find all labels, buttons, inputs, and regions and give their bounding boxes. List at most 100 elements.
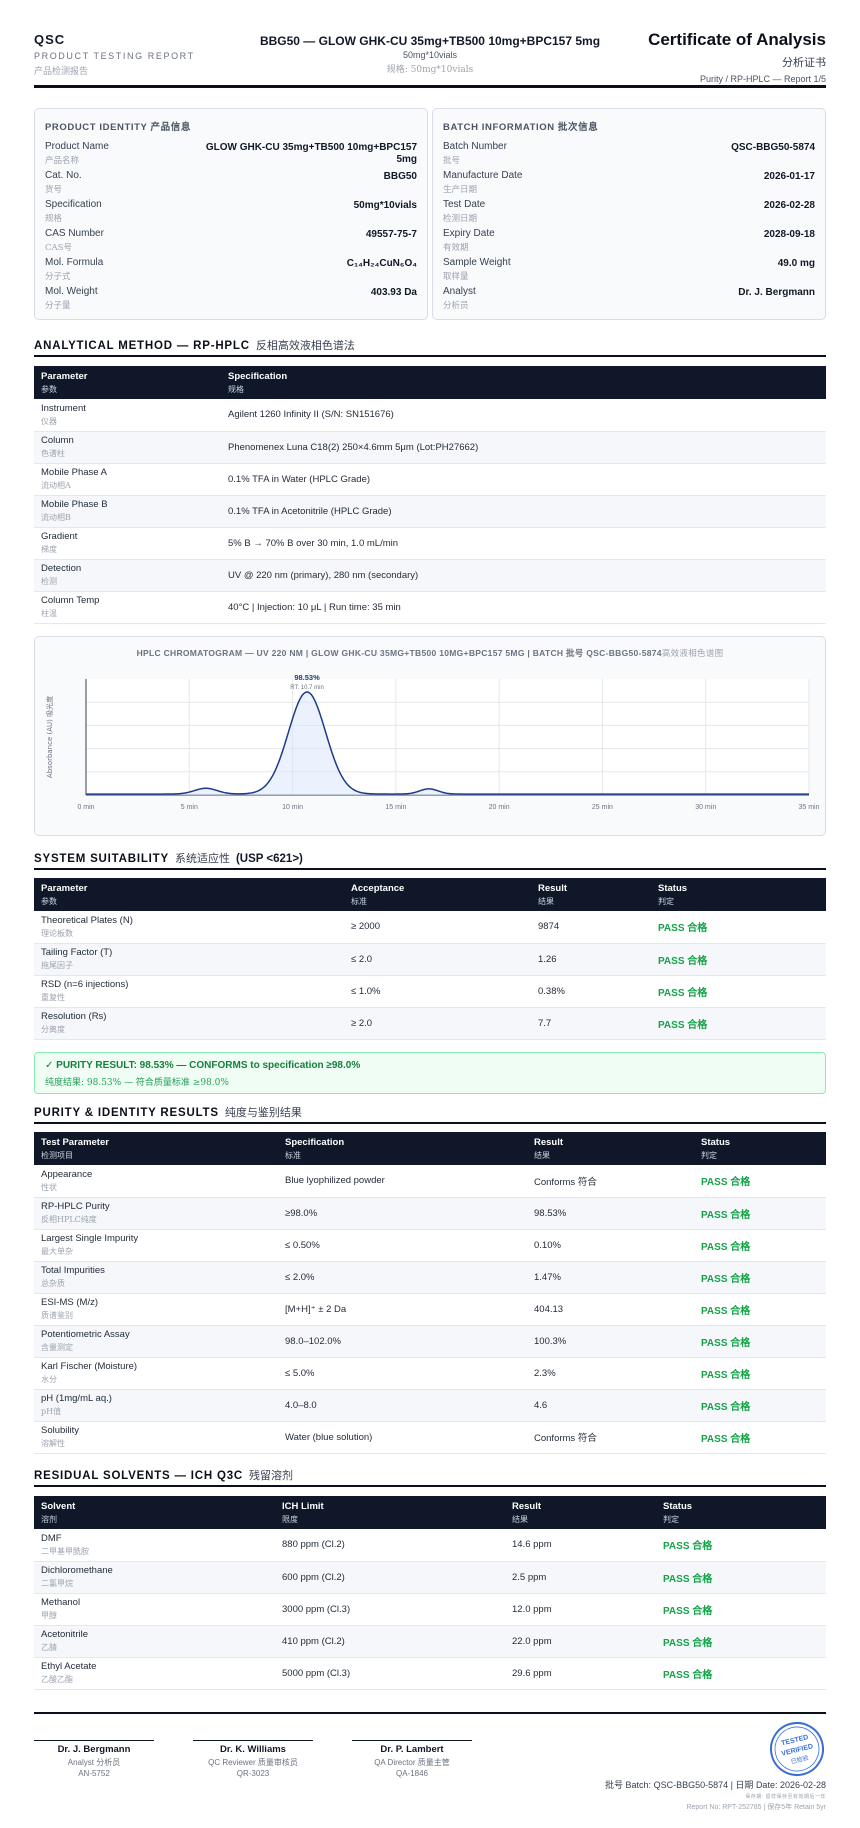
solvent-cell: Methanol 甲醇 [34, 1593, 275, 1626]
parameter-cell: Column 色谱柱 [34, 431, 221, 464]
product-spec-cn: 规格: 50mg*10vials [386, 65, 474, 75]
solvents-table-header: Solvent 溶剂 ICH Limit 限度 Result 结果 Status 判定 [34, 1496, 826, 1529]
table-row: Dichloromethane 二氯甲烷 600 ppm (Cl.2) 2.5 ppm… [34, 1561, 826, 1594]
product-identity-label-cn: CAS号 [45, 243, 72, 253]
column-header: Parameter 参数 [34, 366, 221, 399]
limit-cell: 600 ppm (Cl.2) [275, 1561, 505, 1594]
result-cell: 0.10% [527, 1229, 694, 1262]
column-header-label-cn: 判定 [663, 1515, 679, 1524]
result-cell: 9874 [531, 911, 651, 944]
batch-info-box: BATCH INFORMATION 批次信息 Batch Number 批号 QSC… [432, 108, 826, 320]
purity-result-banner: ✓ PURITY RESULT: 98.53% — CONFORMS to sp… [34, 1052, 826, 1094]
product-identity-value: 403.93 Da [370, 287, 417, 298]
column-header-label: Acceptance [351, 883, 405, 894]
parameter-cell-text-cn: 流动相A [41, 481, 71, 490]
result-cell-text: Conforms 符合 [534, 1176, 597, 1188]
column-header: Specification 规格 [221, 366, 826, 399]
solvent-cell-text-cn: 乙酸乙酯 [41, 1675, 73, 1684]
specification-cell-text: ≤ 5.0% [285, 1367, 315, 1379]
product-heading: BBG50 — GLOW GHK-CU 35mg+TB500 10mg+BPC1… [34, 34, 826, 75]
result-cell-text: 29.6 ppm [512, 1667, 552, 1679]
chart-title: HPLC CHROMATOGRAM — UV 220 NM | GLOW GHK… [35, 647, 825, 659]
status-cell: PASS 合格 [651, 911, 826, 944]
limit-cell-text: 880 ppm (Cl.2) [282, 1539, 345, 1551]
x-tick-label: 0 min [77, 804, 94, 811]
specification-cell-text: ≤ 0.50% [285, 1239, 320, 1251]
result-cell-text: 0.10% [534, 1239, 561, 1251]
product-identity-list: Product Name 产品名称 GLOW GHK-CU 35mg+TB500 1… [45, 141, 417, 315]
parameter-cell-text-cn: 分离度 [41, 1025, 65, 1034]
specification-cell: ≤ 2.0% [278, 1261, 527, 1294]
result-cell: 14.6 ppm [505, 1529, 656, 1562]
purity-section-title: PURITY & IDENTITY RESULTS 纯度与鉴别结果 [34, 1104, 826, 1124]
solvent-cell: DMF 二甲基甲酰胺 [34, 1529, 275, 1562]
column-header-label-cn: 检测项目 [41, 1151, 73, 1160]
batch-info-value: 2026-02-28 [763, 200, 815, 211]
parameter-cell-text: Tailing Factor (T) [41, 947, 113, 958]
certificate-subtitle: Purity / RP-HPLC — Report 1/5 [699, 74, 826, 84]
limit-cell-text: 600 ppm (Cl.2) [282, 1571, 345, 1583]
column-header: Status 判定 [694, 1132, 826, 1165]
status-cell: PASS 合格 [694, 1389, 826, 1422]
column-header-label: Specification [228, 371, 288, 382]
product-identity-label-cn: 产品名称 [45, 156, 80, 166]
test-parameter-cell: ESI-MS (M/z) 质谱鉴别 [34, 1293, 278, 1326]
result-cell-text: 1.26 [538, 953, 557, 965]
solvents-section-title: RESIDUAL SOLVENTS — ICH Q3C 残留溶剂 [34, 1467, 826, 1487]
stamp-line-3: 已检验 [790, 1754, 809, 1766]
batch-info-heading: BATCH INFORMATION 批次信息 [443, 122, 599, 133]
product-identity-label: Specification [45, 199, 102, 210]
batch-info-item: Manufacture Date 生产日期 2026-01-17 [443, 170, 815, 199]
test-parameter-cell: Total Impurities 总杂质 [34, 1261, 278, 1294]
test-parameter-cell: RP-HPLC Purity 反相HPLC纯度 [34, 1197, 278, 1230]
table-row: Largest Single Impurity 最大单杂 ≤ 0.50% 0.10% P… [34, 1229, 826, 1262]
specification-cell-text: ≥98.0% [285, 1207, 318, 1219]
status-cell: PASS 合格 [694, 1197, 826, 1230]
solvent-cell-text: Acetonitrile [41, 1629, 88, 1640]
column-header: Acceptance 标准 [344, 878, 531, 911]
result-cell-text: 0.38% [538, 985, 565, 997]
certificate-title: Certificate of Analysis [648, 30, 826, 49]
pass-status: PASS 合格 [701, 1177, 751, 1189]
pass-status: PASS 合格 [663, 1573, 713, 1585]
verified-stamp: TESTED VERIFIED 已检验 [770, 1722, 824, 1776]
product-identity-value: BBG50 [383, 171, 417, 182]
purity-title-cn: 纯度与鉴别结果 [224, 1106, 302, 1119]
solvent-cell-text: Ethyl Acetate [41, 1661, 97, 1672]
footer-retain: 保存期: 留样保存至有效期后一年 [745, 1794, 826, 1800]
batch-info-value: 2026-01-17 [763, 171, 815, 182]
acceptance-cell-text: ≤ 1.0% [351, 985, 381, 997]
batch-info-label: Test Date [443, 199, 486, 210]
result-cell: 2.5 ppm [505, 1561, 656, 1594]
specification-cell-text: UV @ 220 nm (primary), 280 nm (secondary… [228, 569, 419, 581]
result-cell: 22.0 ppm [505, 1625, 656, 1658]
chart-title-cn: 高效液相色谱图 [661, 649, 724, 659]
specification-cell-text: [M+H]⁺ ± 2 Da [285, 1303, 347, 1315]
result-cell: Conforms 符合 [527, 1165, 694, 1198]
table-row: Methanol 甲醇 3000 ppm (Cl.3) 12.0 ppm PASS 合格 [34, 1593, 826, 1626]
pass-status: PASS 合格 [701, 1305, 751, 1317]
column-header-label-cn: 限度 [282, 1515, 298, 1524]
test-parameter-cell-text-cn: 水分 [41, 1375, 57, 1384]
column-header-label-cn: 判定 [658, 897, 674, 906]
specification-cell-text: 0.1% TFA in Acetonitrile (HPLC Grade) [228, 505, 392, 517]
column-header-label: Status [663, 1501, 693, 1512]
pass-status: PASS 合格 [663, 1669, 713, 1681]
column-header: Status 判定 [651, 878, 826, 911]
pass-status: PASS 合格 [701, 1337, 751, 1349]
product-identity-item: Mol. Weight 分子量 403.93 Da [45, 286, 417, 315]
acceptance-cell: ≤ 1.0% [344, 975, 531, 1008]
column-header-label-cn: 标准 [285, 1151, 301, 1160]
solvent-cell-text-cn: 二氯甲烷 [41, 1579, 73, 1588]
status-cell: PASS 合格 [694, 1165, 826, 1198]
test-parameter-cell: Largest Single Impurity 最大单杂 [34, 1229, 278, 1262]
column-header-label: ICH Limit [282, 1501, 324, 1512]
product-identity-label: Mol. Weight [45, 286, 98, 297]
product-identity-item: Cat. No. 货号 BBG50 [45, 170, 417, 199]
pass-status: PASS 合格 [658, 923, 708, 935]
parameter-cell-text: Column [41, 435, 74, 446]
result-cell: 4.6 [527, 1389, 694, 1422]
purity-result-text-cn: 纯度结果: 98.53% — 符合质量标准 ≥98.0% [45, 1078, 229, 1088]
test-parameter-cell-text: Appearance [41, 1168, 93, 1180]
batch-info-label-cn: 生产日期 [443, 185, 478, 195]
